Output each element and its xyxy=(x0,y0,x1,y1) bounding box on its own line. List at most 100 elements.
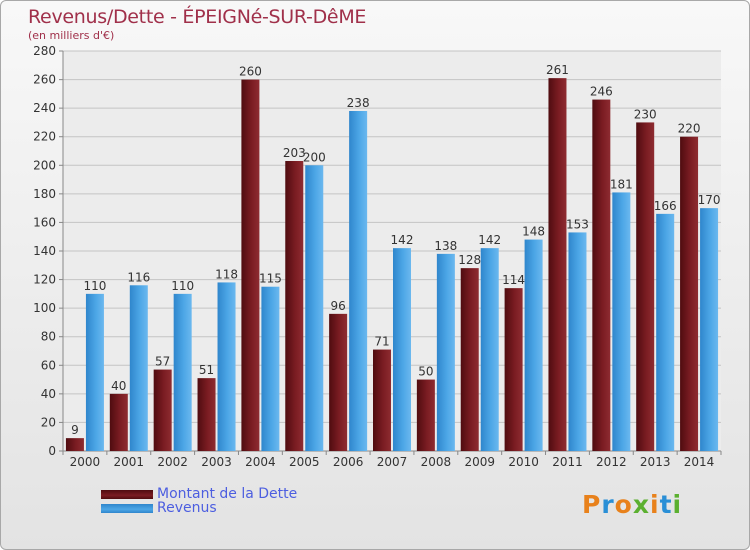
bar-dette xyxy=(504,288,523,451)
bar-dette xyxy=(109,393,128,451)
legend-swatch-revenus xyxy=(101,504,153,513)
data-label-dette: 260 xyxy=(239,65,262,79)
data-label-dette: 57 xyxy=(155,355,170,369)
x-tick-label: 2005 xyxy=(289,455,320,469)
logo-letter: o xyxy=(614,490,633,519)
x-tick-label: 2012 xyxy=(596,455,627,469)
x-tick-label: 2009 xyxy=(464,455,495,469)
data-label-dette: 51 xyxy=(199,363,214,377)
data-label-revenus: 238 xyxy=(347,96,370,110)
data-label-dette: 40 xyxy=(111,379,126,393)
data-label-dette: 246 xyxy=(590,85,613,99)
bar-revenus xyxy=(85,293,104,451)
bar-revenus xyxy=(129,285,148,451)
x-tick-label: 2002 xyxy=(157,455,188,469)
bar-dette xyxy=(197,378,216,451)
chart-subtitle: (en milliers d'€) xyxy=(28,29,115,42)
data-label-dette: 50 xyxy=(418,365,433,379)
y-tick-label: 80 xyxy=(41,330,56,344)
bar-dette xyxy=(680,136,699,451)
bar-dette xyxy=(592,99,611,452)
data-label-dette: 230 xyxy=(634,107,657,121)
bar-dette xyxy=(416,379,435,451)
bar-dette xyxy=(329,313,348,451)
bar-revenus xyxy=(393,248,411,451)
data-label-dette: 9 xyxy=(71,423,79,437)
bar-dette xyxy=(373,349,391,451)
logo-letter: r xyxy=(601,490,615,519)
data-label-revenus: 110 xyxy=(171,279,194,293)
bar-revenus xyxy=(261,286,280,451)
bar-revenus xyxy=(436,253,455,451)
bar-revenus xyxy=(612,192,631,451)
data-label-dette: 128 xyxy=(458,253,481,267)
bar-dette xyxy=(548,78,567,452)
y-tick-label: 280 xyxy=(33,44,56,58)
bar-revenus xyxy=(217,282,236,451)
x-tick-label: 2004 xyxy=(245,455,276,469)
y-tick-label: 120 xyxy=(33,273,56,287)
bar-revenus xyxy=(700,208,719,451)
bar-dette xyxy=(241,79,260,452)
logo-letter: P xyxy=(582,490,602,519)
y-tick-label: 200 xyxy=(33,158,56,172)
x-tick-label: 2010 xyxy=(508,455,539,469)
data-label-dette: 261 xyxy=(546,63,569,77)
legend-label-revenus: Revenus xyxy=(157,500,217,516)
data-label-revenus: 200 xyxy=(303,150,326,164)
x-tick-label: 2007 xyxy=(377,455,408,469)
bar-revenus xyxy=(656,213,675,451)
bar-revenus xyxy=(524,239,543,451)
data-label-revenus: 116 xyxy=(127,270,150,284)
data-label-revenus: 142 xyxy=(391,233,414,247)
logo-letter: t xyxy=(659,490,673,519)
bar-dette xyxy=(460,268,479,451)
data-label-revenus: 115 xyxy=(259,272,282,286)
bar-dette xyxy=(285,161,304,451)
logo-letter: i xyxy=(650,490,660,519)
data-label-revenus: 118 xyxy=(215,267,238,281)
data-label-dette: 71 xyxy=(374,335,389,349)
bar-revenus xyxy=(349,111,368,451)
bar-revenus xyxy=(568,232,587,451)
chart-title: Revenus/Dette - ÉPEIGNé-SUR-DêME xyxy=(28,6,367,28)
data-label-revenus: 110 xyxy=(83,279,106,293)
x-tick-label: 2000 xyxy=(70,455,101,469)
x-tick-label: 2006 xyxy=(333,455,364,469)
data-label-revenus: 142 xyxy=(478,233,501,247)
data-label-dette: 114 xyxy=(502,273,525,287)
data-label-revenus: 166 xyxy=(654,199,677,213)
x-tick-label: 2003 xyxy=(201,455,232,469)
y-tick-label: 100 xyxy=(33,301,56,315)
data-label-dette: 203 xyxy=(283,146,306,160)
y-tick-label: 260 xyxy=(33,73,56,87)
bar-revenus xyxy=(480,248,499,451)
legend-swatch-dette xyxy=(101,490,153,499)
bar-dette xyxy=(153,369,172,451)
legend-label-dette: Montant de la Dette xyxy=(157,486,298,502)
x-tick-label: 2011 xyxy=(552,455,583,469)
y-tick-label: 20 xyxy=(41,415,56,429)
y-tick-label: 60 xyxy=(41,358,56,372)
data-label-revenus: 148 xyxy=(522,225,545,239)
y-tick-label: 40 xyxy=(41,387,56,401)
bar-revenus xyxy=(173,293,192,451)
x-tick-label: 2014 xyxy=(684,455,715,469)
x-tick-label: 2013 xyxy=(640,455,671,469)
data-label-dette: 220 xyxy=(678,122,701,136)
bar-revenus xyxy=(305,165,324,452)
y-tick-label: 220 xyxy=(33,130,56,144)
data-label-dette: 96 xyxy=(330,299,345,313)
y-tick-label: 0 xyxy=(48,444,56,458)
logo-letter: i xyxy=(672,490,683,519)
data-label-revenus: 138 xyxy=(434,239,457,253)
bar-dette xyxy=(65,438,84,451)
y-tick-label: 160 xyxy=(33,215,56,229)
data-label-revenus: 153 xyxy=(566,217,589,231)
bar-dette xyxy=(636,122,655,451)
logo-letter: x xyxy=(632,490,650,519)
y-tick-label: 240 xyxy=(33,101,56,115)
x-tick-label: 2001 xyxy=(114,455,145,469)
data-label-revenus: 181 xyxy=(610,177,633,191)
